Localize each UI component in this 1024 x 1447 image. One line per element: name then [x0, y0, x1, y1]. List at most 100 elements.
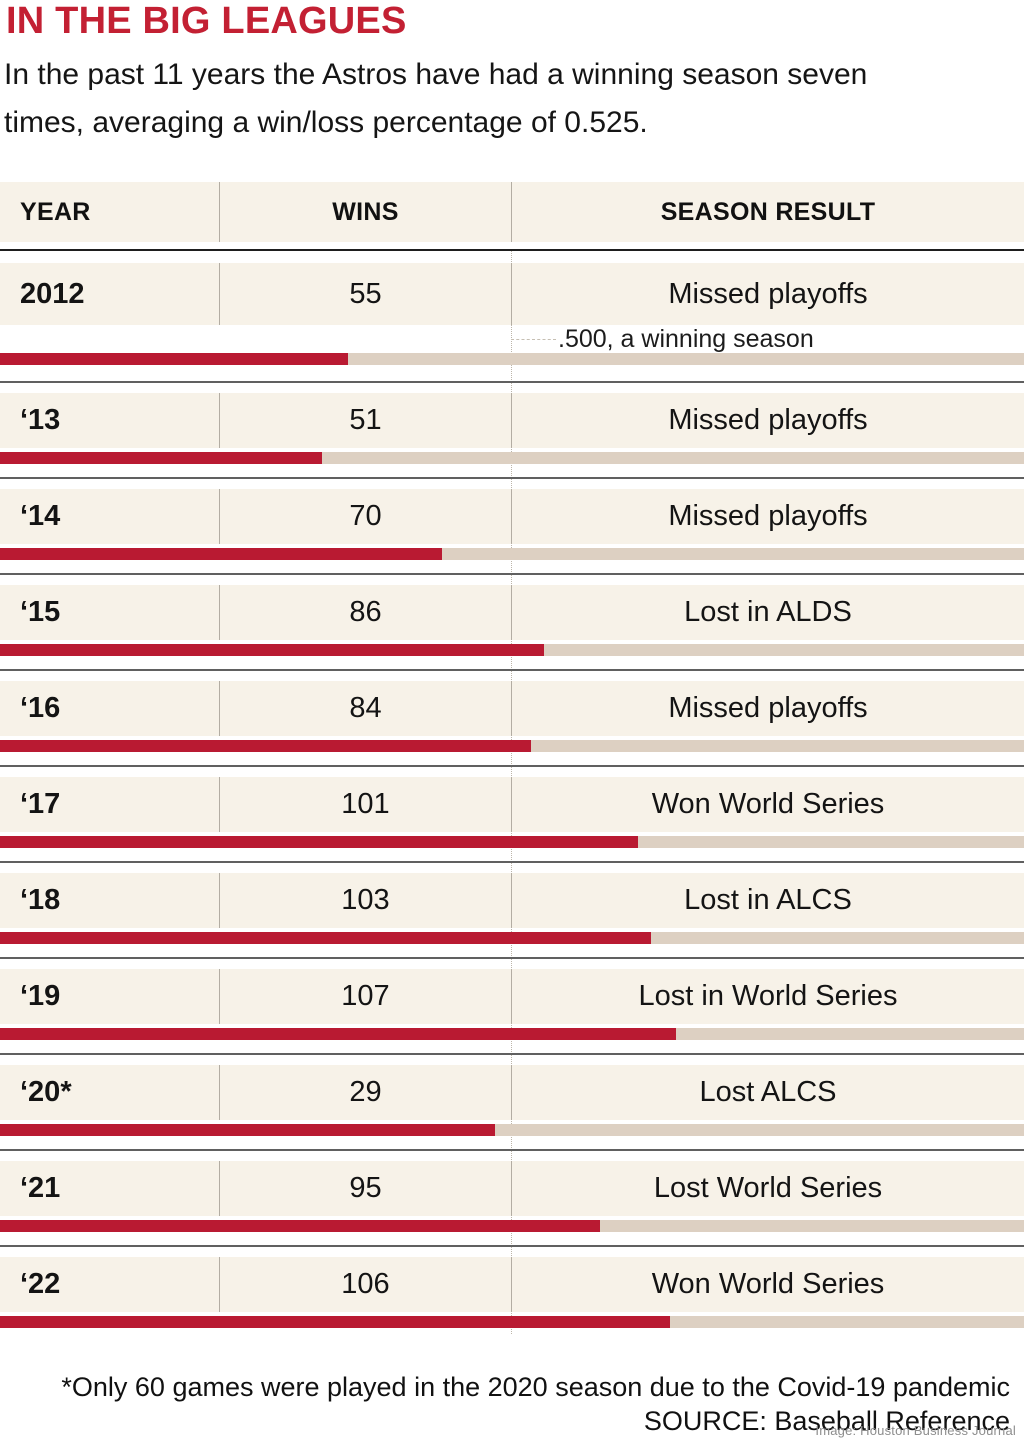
table-row: ‘22 106 Won World Series: [0, 1257, 1024, 1312]
season-result-cell: Missed playoffs: [511, 393, 1024, 448]
wins-cell: 107: [219, 969, 511, 1024]
wins-bar-track: [0, 1220, 1024, 1232]
wins-bar-track: [0, 932, 1024, 944]
wins-bar-track: [0, 548, 1024, 560]
table-row: 2012 55 Missed playoffs: [0, 263, 1024, 325]
wins-cell: 103: [219, 873, 511, 928]
column-header-year: YEAR: [20, 197, 91, 226]
table-row: ‘17 101 Won World Series: [0, 777, 1024, 832]
season-result-cell: Lost ALCS: [511, 1065, 1024, 1120]
row-divider-rule: [0, 957, 1024, 959]
wins-bar-fill: [0, 548, 443, 560]
season-result-cell: Missed playoffs: [511, 263, 1024, 325]
year-group: ‘14 70 Missed playoffs: [0, 479, 1024, 575]
season-result-cell: Won World Series: [511, 777, 1024, 832]
wins-bar-fill: [0, 452, 323, 464]
column-header-wins: WINS: [219, 182, 511, 242]
table-row: ‘21 95 Lost World Series: [0, 1161, 1024, 1216]
year-group: ‘22 106 Won World Series: [0, 1247, 1024, 1343]
year-group: 2012 55 Missed playoffs .500, a winning …: [0, 252, 1024, 383]
season-result-cell: Won World Series: [511, 1257, 1024, 1312]
wins-cell: 29: [219, 1065, 511, 1120]
row-divider-rule: [0, 381, 1024, 383]
year-cell: ‘14: [20, 500, 61, 532]
wins-bar-track: [0, 1316, 1024, 1328]
row-divider-rule: [0, 477, 1024, 479]
year-cell: 2012: [20, 277, 85, 310]
wins-bar-fill: [0, 1124, 495, 1136]
row-divider-rule: [0, 1053, 1024, 1055]
year-cell: ‘15: [20, 596, 61, 628]
table-row: ‘18 103 Lost in ALCS: [0, 873, 1024, 928]
wins-bar-track: [0, 452, 1024, 464]
wins-cell: 86: [219, 585, 511, 640]
year-cell: ‘13: [20, 404, 61, 436]
image-credit-watermark: Image: Houston Business Journal: [815, 1423, 1016, 1438]
wins-bar-fill: [0, 836, 639, 848]
row-divider-rule: [0, 765, 1024, 767]
row-divider-rule: [0, 1149, 1024, 1151]
wins-cell: 95: [219, 1161, 511, 1216]
wins-bar-track: [0, 1124, 1024, 1136]
wins-cell: 106: [219, 1257, 511, 1312]
year-group: ‘13 51 Missed playoffs: [0, 383, 1024, 479]
wins-cell: 101: [219, 777, 511, 832]
wins-bar-fill: [0, 1028, 677, 1040]
year-group: ‘20* 29 Lost ALCS: [0, 1055, 1024, 1151]
table-row: ‘15 86 Lost in ALDS: [0, 585, 1024, 640]
wins-cell: 70: [219, 489, 511, 544]
wins-cell: 84: [219, 681, 511, 736]
wins-bar-track: [0, 740, 1024, 752]
season-result-cell: Lost in ALDS: [511, 585, 1024, 640]
season-result-cell: Lost World Series: [511, 1161, 1024, 1216]
year-cell: ‘18: [20, 884, 61, 916]
table-row: ‘14 70 Missed playoffs: [0, 489, 1024, 544]
wins-bar-track: [0, 1028, 1024, 1040]
year-group: ‘16 84 Missed playoffs: [0, 671, 1024, 767]
year-cell: ‘19: [20, 980, 61, 1012]
footnote: *Only 60 games were played in the 2020 s…: [61, 1372, 1010, 1402]
chart-title: IN THE BIG LEAGUES: [6, 0, 407, 42]
wins-bar-fill: [0, 644, 544, 656]
year-cell: ‘20*: [20, 1076, 72, 1108]
header-rule: [0, 249, 1024, 251]
table-row: ‘16 84 Missed playoffs: [0, 681, 1024, 736]
row-divider-rule: [0, 861, 1024, 863]
year-group: ‘21 95 Lost World Series: [0, 1151, 1024, 1247]
wins-cell: 51: [219, 393, 511, 448]
row-divider-rule: [0, 669, 1024, 671]
table-body: 2012 55 Missed playoffs .500, a winning …: [0, 252, 1024, 1343]
table-row: ‘20* 29 Lost ALCS: [0, 1065, 1024, 1120]
wins-bar-fill: [0, 740, 531, 752]
year-group: ‘15 86 Lost in ALDS: [0, 575, 1024, 671]
season-result-cell: Missed playoffs: [511, 489, 1024, 544]
annotation-leader-line: [511, 339, 556, 340]
year-cell: ‘16: [20, 692, 61, 724]
wins-cell: 55: [219, 263, 511, 325]
wins-bar-fill: [0, 353, 348, 365]
year-group: ‘17 101 Won World Series: [0, 767, 1024, 863]
year-cell: ‘22: [20, 1268, 61, 1300]
wins-bar-fill: [0, 932, 652, 944]
year-group: ‘18 103 Lost in ALCS: [0, 863, 1024, 959]
table-header: YEAR WINS SEASON RESULT: [0, 182, 1024, 242]
season-result-cell: Lost in World Series: [511, 969, 1024, 1024]
wins-bar-fill: [0, 1316, 670, 1328]
year-cell: ‘17: [20, 788, 61, 820]
year-cell: ‘21: [20, 1172, 61, 1204]
row-divider-rule: [0, 1245, 1024, 1247]
chart-subtitle: In the past 11 years the Astros have had…: [4, 58, 868, 139]
year-group: ‘19 107 Lost in World Series: [0, 959, 1024, 1055]
season-result-cell: Missed playoffs: [511, 681, 1024, 736]
table-row: ‘13 51 Missed playoffs: [0, 393, 1024, 448]
source-credit: SOURCE: Baseball Reference: [643, 1406, 1010, 1436]
column-header-season-result: SEASON RESULT: [511, 182, 1024, 242]
wins-bar-track: [0, 836, 1024, 848]
wins-bar-fill: [0, 1220, 601, 1232]
season-result-cell: Lost in ALCS: [511, 873, 1024, 928]
table-row: ‘19 107 Lost in World Series: [0, 969, 1024, 1024]
row-divider-rule: [0, 573, 1024, 575]
wins-bar-track: [0, 353, 1024, 365]
benchmark-annotation: .500, a winning season: [0, 325, 1024, 353]
